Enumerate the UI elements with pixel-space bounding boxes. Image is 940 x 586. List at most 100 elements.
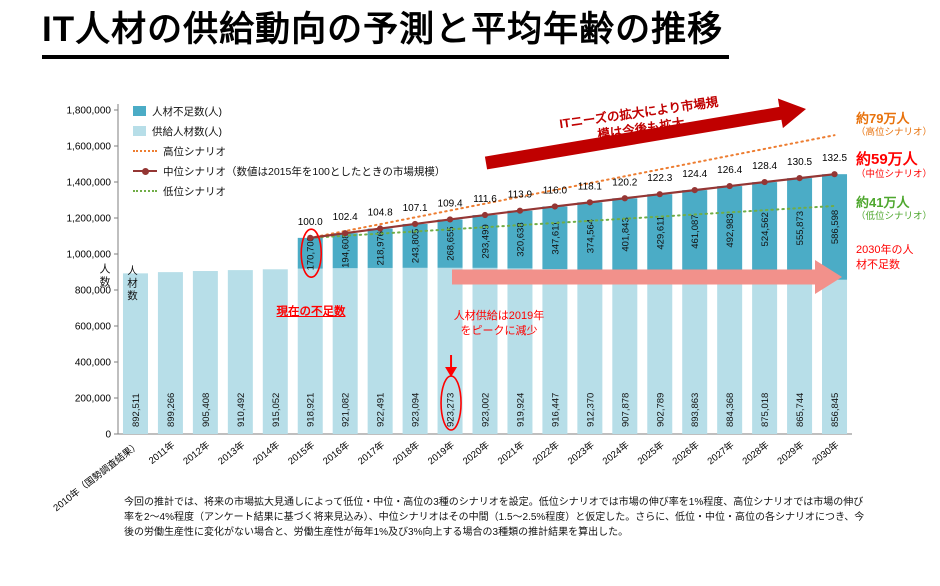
- legend-label-shortage: 人材不足数(人): [152, 105, 222, 118]
- x-tick-label: 2027年: [705, 439, 737, 468]
- shortage-value-label: 555,873: [795, 211, 806, 245]
- shortage-value-label: 492,983: [725, 214, 736, 248]
- supply-value-label: 919,924: [515, 393, 526, 427]
- x-tick-label: 2017年: [355, 439, 387, 468]
- x-tick-label: 2018年: [390, 439, 422, 468]
- legend-swatch-supply: [133, 126, 146, 137]
- mid-scenario-marker: [446, 216, 454, 223]
- mid-scenario-marker: [726, 183, 733, 190]
- market-index-label: 122.3: [647, 173, 672, 184]
- y-tick-label: 600,000: [75, 322, 112, 333]
- x-tick-label: 2028年: [740, 439, 772, 468]
- market-index-label: 132.5: [822, 153, 847, 164]
- legend-swatch-low-scenario: [133, 190, 157, 193]
- x-tick-label: 2021年: [495, 439, 527, 468]
- legend-swatch-high-scenario: [133, 150, 157, 153]
- low-scenario-endpoint: 約41万人 （低位シナリオ）: [856, 195, 932, 222]
- legend-swatch-shortage: [133, 106, 146, 117]
- y-axis-title: 人数: [98, 263, 110, 290]
- shortage-bar: [472, 215, 498, 269]
- supply-value-label: 923,002: [481, 393, 492, 427]
- market-index-label: 124.4: [682, 169, 707, 180]
- supply-peak-note: 人材供給は2019年をピークに減少: [453, 310, 545, 338]
- x-tick-label: 2020年: [460, 439, 492, 468]
- legend-swatch-mid-scenario: [133, 167, 157, 175]
- mid-scenario-marker: [516, 207, 524, 215]
- bar-area-label: 人材数: [126, 265, 138, 303]
- y-tick-label: 400,000: [75, 358, 112, 369]
- shortage-bar: [647, 194, 673, 272]
- market-index-label: 109.4: [438, 199, 463, 210]
- legend-label-low-scenario: 低位シナリオ: [163, 185, 226, 198]
- peak-pointer-arrowhead: [445, 367, 458, 378]
- market-index-label: 107.1: [403, 203, 428, 214]
- market-index-label: 126.4: [717, 165, 742, 176]
- supply-value-label: 875,018: [760, 393, 771, 427]
- market-index-label: 102.4: [333, 212, 358, 223]
- legend-item-low-scenario: 低位シナリオ: [133, 185, 445, 198]
- x-tick-label: 2014年: [251, 439, 283, 468]
- legend-item-high-scenario: 高位シナリオ: [133, 145, 445, 158]
- shortage-value-label: 374,564: [585, 219, 596, 253]
- shortage-bar: [717, 186, 743, 276]
- shortage-bar: [507, 210, 533, 269]
- supply-value-label: 923,273: [446, 393, 457, 427]
- market-index-label: 104.8: [368, 208, 393, 219]
- mid-scenario-marker: [342, 230, 349, 237]
- x-tick-label: 2024年: [600, 439, 632, 468]
- mid-scenario-marker: [586, 199, 593, 206]
- supply-bar: [752, 276, 778, 435]
- shortage-bar: [787, 178, 813, 279]
- supply-bar: [297, 268, 323, 435]
- supply-bar: [822, 280, 848, 435]
- shortage-bar: [822, 174, 848, 281]
- supply-value-label: 856,845: [830, 393, 841, 427]
- y-tick-label: 1,400,000: [67, 178, 112, 189]
- y-tick-label: 1,200,000: [67, 214, 112, 225]
- supply-value-label: 899,266: [166, 393, 177, 427]
- shortage-value-label: 461,087: [690, 215, 701, 249]
- supply-bar: [192, 271, 218, 435]
- supply-value-label: 916,447: [550, 393, 561, 427]
- mid-scenario-marker: [656, 191, 663, 198]
- shortage-value-label: 524,562: [760, 212, 771, 246]
- footnote: 今回の推計では、将来の市場拡大見通しによって低位・中位・高位の3種のシナリオを設…: [124, 497, 865, 539]
- mid-scenario-marker: [377, 225, 384, 232]
- supply-bar: [157, 272, 183, 435]
- shortage-value-label: 293,499: [481, 225, 492, 259]
- supply-bar: [507, 268, 533, 435]
- x-tick-label: 2012年: [181, 439, 213, 468]
- legend-item-supply: 供給人材数(人): [133, 125, 445, 138]
- supply-bar: [647, 271, 673, 435]
- mid-scenario-endpoint: 約59万人 （中位シナリオ）: [856, 151, 932, 180]
- supply-bar: [717, 275, 743, 435]
- y-tick-label: 800,000: [75, 286, 112, 297]
- shortage-value-label: 218,976: [376, 231, 387, 265]
- mid-scenario-marker: [831, 171, 838, 178]
- supply-value-label: 915,052: [271, 393, 282, 427]
- shortage-value-label: 586,598: [830, 210, 841, 244]
- mid-scenario-marker: [307, 235, 314, 242]
- supply-value-label: 910,492: [236, 393, 247, 427]
- high-scenario-caption: （高位シナリオ）: [856, 126, 933, 138]
- supply-value-label: 912,370: [585, 393, 596, 427]
- y-tick-label: 1,600,000: [67, 142, 112, 153]
- legend-label-mid-scenario: 中位シナリオ（数値は2015年を100としたときの市場規模）: [163, 165, 446, 178]
- mid-scenario-marker: [691, 187, 698, 194]
- current-shortage-note: 現在の不足数: [276, 306, 346, 319]
- legend-label-high-scenario: 高位シナリオ: [163, 145, 226, 158]
- shortage-bar: [752, 182, 778, 277]
- x-tick-label: 2030年: [810, 439, 842, 468]
- chart-legend: 人材不足数(人) 供給人材数(人) 高位シナリオ 中位シナリオ（数値は2015年…: [133, 105, 445, 205]
- supply-value-label: 893,863: [690, 393, 701, 427]
- supply-value-label: 921,082: [341, 393, 352, 427]
- y-tick-label: 1,000,000: [67, 250, 112, 261]
- chart-area: 0 200,000 400,000 600,000 800,000 1,000,000 1,…: [0, 65, 940, 553]
- shortage-value-label: 194,608: [341, 234, 352, 268]
- high-scenario-endpoint: 約79万人 （高位シナリオ）: [856, 111, 932, 138]
- shortage-value-label: 268,655: [446, 227, 457, 261]
- supply-value-label: 923,094: [411, 393, 422, 427]
- shortage-bar: [437, 219, 463, 269]
- x-tick-label: 2011年: [146, 439, 177, 467]
